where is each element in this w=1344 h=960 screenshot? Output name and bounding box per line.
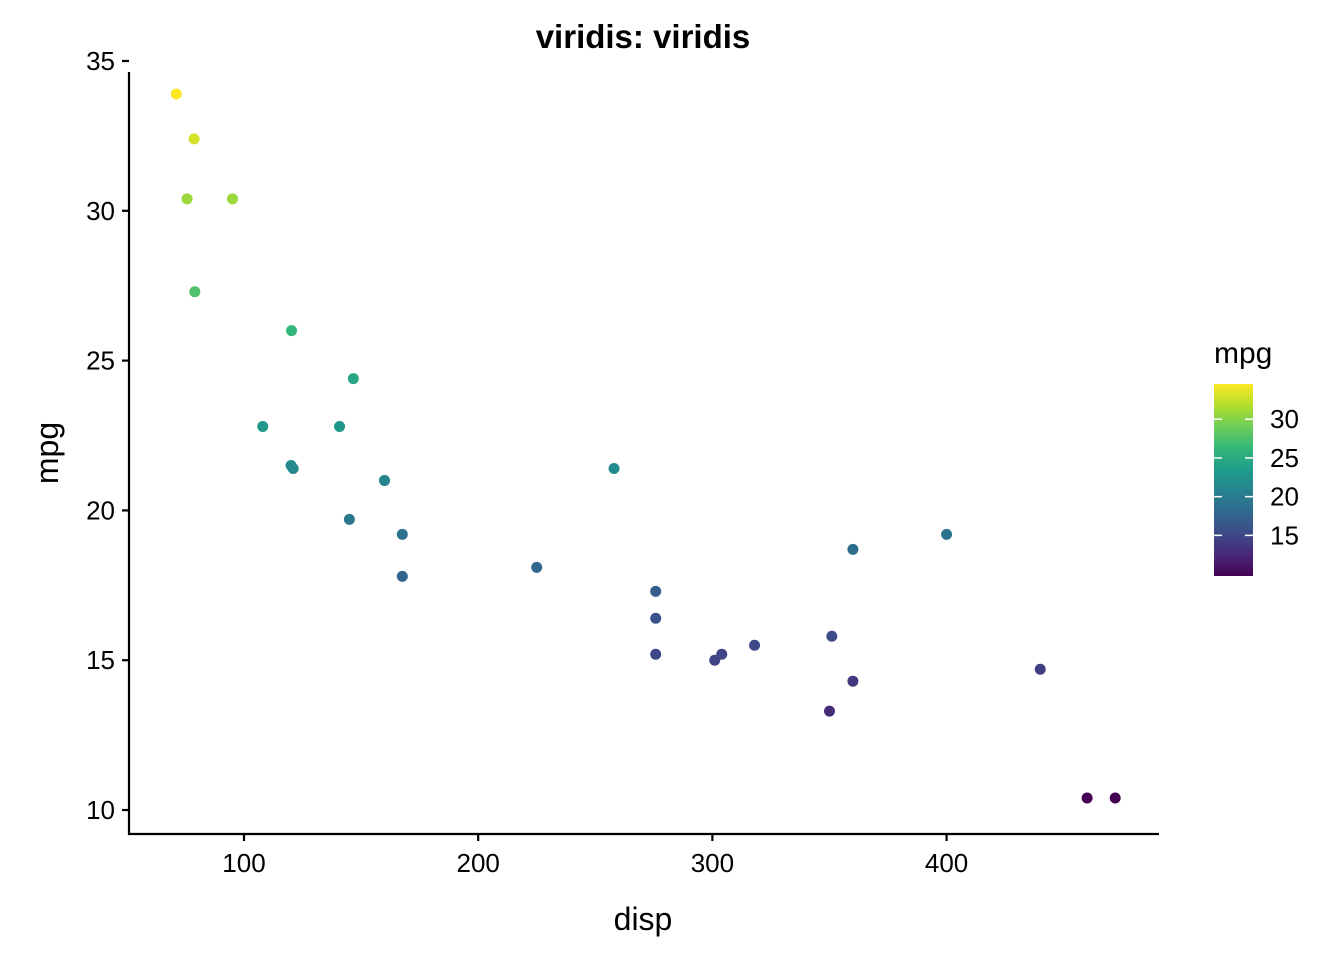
data-point <box>188 133 200 145</box>
y-tick-label: 10 <box>86 795 115 825</box>
data-point <box>257 421 269 433</box>
legend-colorbar <box>1214 384 1253 576</box>
data-point <box>334 421 346 433</box>
data-point <box>826 630 838 642</box>
y-tick-label: 15 <box>86 645 115 675</box>
y-tick-label: 25 <box>86 346 115 376</box>
data-point <box>531 561 543 573</box>
legend-ticks: 15 20 25 30 <box>1214 404 1299 550</box>
x-axis-title: disp <box>614 901 673 937</box>
legend-tick-label: 25 <box>1270 443 1299 473</box>
data-point <box>847 675 859 687</box>
data-point <box>1109 792 1121 804</box>
y-tick-label: 20 <box>86 495 115 525</box>
data-point <box>847 543 859 555</box>
data-point <box>189 286 201 298</box>
legend-tick-label: 30 <box>1270 404 1299 434</box>
x-tick-label: 100 <box>222 848 265 878</box>
data-point <box>286 325 298 337</box>
data-point <box>1081 792 1093 804</box>
data-point <box>396 528 408 540</box>
y-tick-label: 35 <box>86 46 115 76</box>
legend-tick-label: 15 <box>1270 520 1299 550</box>
points-layer <box>170 88 1121 804</box>
y-tick-label: 30 <box>86 196 115 226</box>
color-legend: mpg 15 20 25 30 <box>1214 337 1299 576</box>
data-point <box>608 462 620 474</box>
data-point <box>650 648 662 660</box>
data-point <box>650 612 662 624</box>
legend-title: mpg <box>1214 337 1272 370</box>
chart-title: viridis: viridis <box>536 18 751 55</box>
y-axis-ticks: 10 15 20 25 30 35 <box>86 46 129 825</box>
data-point <box>709 654 721 666</box>
data-point <box>823 705 835 717</box>
x-axis-ticks: 100 200 300 400 <box>222 834 968 878</box>
data-point <box>343 513 355 525</box>
x-tick-label: 200 <box>456 848 499 878</box>
data-point <box>941 528 953 540</box>
data-point <box>749 639 761 651</box>
data-point <box>170 88 182 100</box>
data-point <box>1034 663 1046 675</box>
data-point <box>181 193 193 205</box>
data-point <box>379 474 391 486</box>
data-point <box>227 193 239 205</box>
y-axis-title: mpg <box>29 422 65 484</box>
legend-tick-label: 20 <box>1270 482 1299 512</box>
x-tick-label: 300 <box>691 848 734 878</box>
data-point <box>287 462 299 474</box>
x-tick-label: 400 <box>925 848 968 878</box>
data-point <box>650 585 662 597</box>
data-point <box>347 373 359 385</box>
data-point <box>396 570 408 582</box>
